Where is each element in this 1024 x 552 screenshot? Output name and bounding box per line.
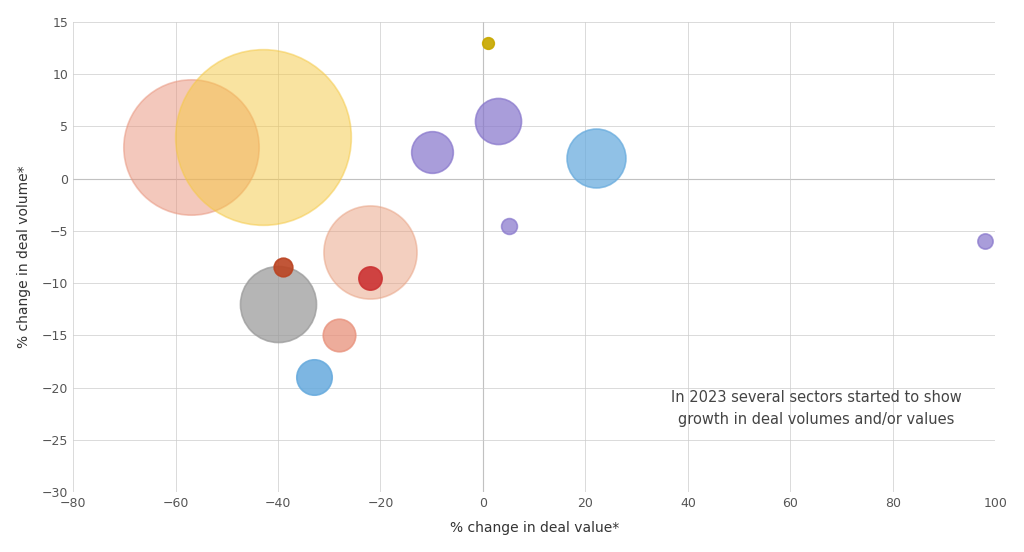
Point <box>362 247 379 256</box>
X-axis label: % change in deal value*: % change in deal value* <box>450 521 618 535</box>
Point <box>424 148 440 157</box>
Point <box>588 153 604 162</box>
Point <box>501 221 517 230</box>
Point <box>182 143 199 152</box>
Text: In 2023 several sectors started to show
growth in deal volumes and/or values: In 2023 several sectors started to show … <box>671 390 962 427</box>
Y-axis label: % change in deal volume*: % change in deal volume* <box>16 166 31 348</box>
Point <box>332 331 348 340</box>
Point <box>490 116 507 125</box>
Point <box>269 300 286 309</box>
Point <box>274 263 291 272</box>
Point <box>254 132 270 141</box>
Point <box>362 274 379 283</box>
Point <box>480 38 497 47</box>
Point <box>977 237 993 246</box>
Point <box>306 373 323 382</box>
